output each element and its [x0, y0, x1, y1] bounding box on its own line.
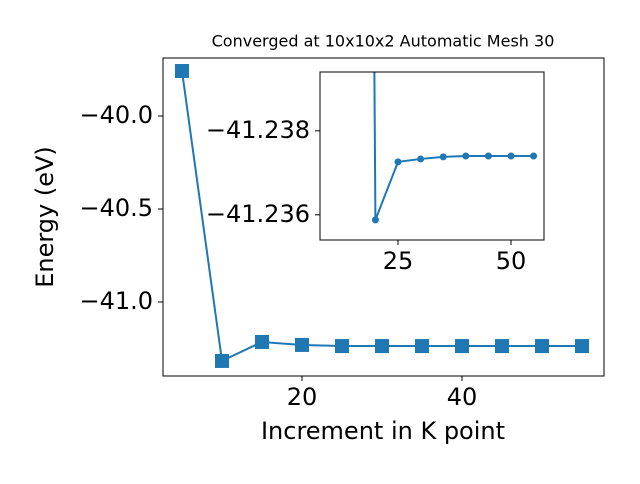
plot-clip — [371, 72, 538, 224]
x-axis-label: Increment in K point — [261, 417, 505, 445]
marker — [535, 339, 549, 354]
axes-frame — [162, 57, 605, 377]
marker — [462, 152, 470, 160]
marker — [371, 216, 379, 224]
x-tick-label: 20 — [287, 383, 318, 411]
y-axis-label: Energy (eV) — [31, 146, 59, 288]
marker — [255, 334, 269, 349]
marker — [375, 339, 389, 354]
x-tick-label: 50 — [496, 247, 527, 275]
marker — [455, 339, 469, 354]
chart-title: Converged at 10x10x2 Automatic Mesh 30 — [212, 32, 555, 51]
marker — [507, 152, 515, 160]
marker — [175, 64, 189, 79]
marker — [439, 153, 447, 161]
y-tick-label: −40.0 — [79, 101, 153, 129]
axes-frame — [319, 71, 545, 241]
y-tick-label: −41.236 — [206, 200, 310, 228]
marker — [335, 339, 349, 354]
marker — [495, 339, 509, 354]
y-tick-label: −41.0 — [79, 287, 153, 315]
marker — [484, 152, 492, 160]
x-tick-label: 40 — [447, 383, 478, 411]
x-tick-label: 25 — [383, 247, 414, 275]
marker — [394, 158, 402, 166]
marker — [415, 339, 429, 354]
marker — [417, 155, 425, 163]
y-tick-label: −40.5 — [79, 194, 153, 222]
plot-clip — [175, 64, 589, 368]
marker — [215, 353, 229, 368]
marker — [530, 152, 538, 160]
marker — [295, 337, 309, 352]
marker — [575, 339, 589, 354]
y-tick-label: −41.238 — [206, 116, 310, 144]
